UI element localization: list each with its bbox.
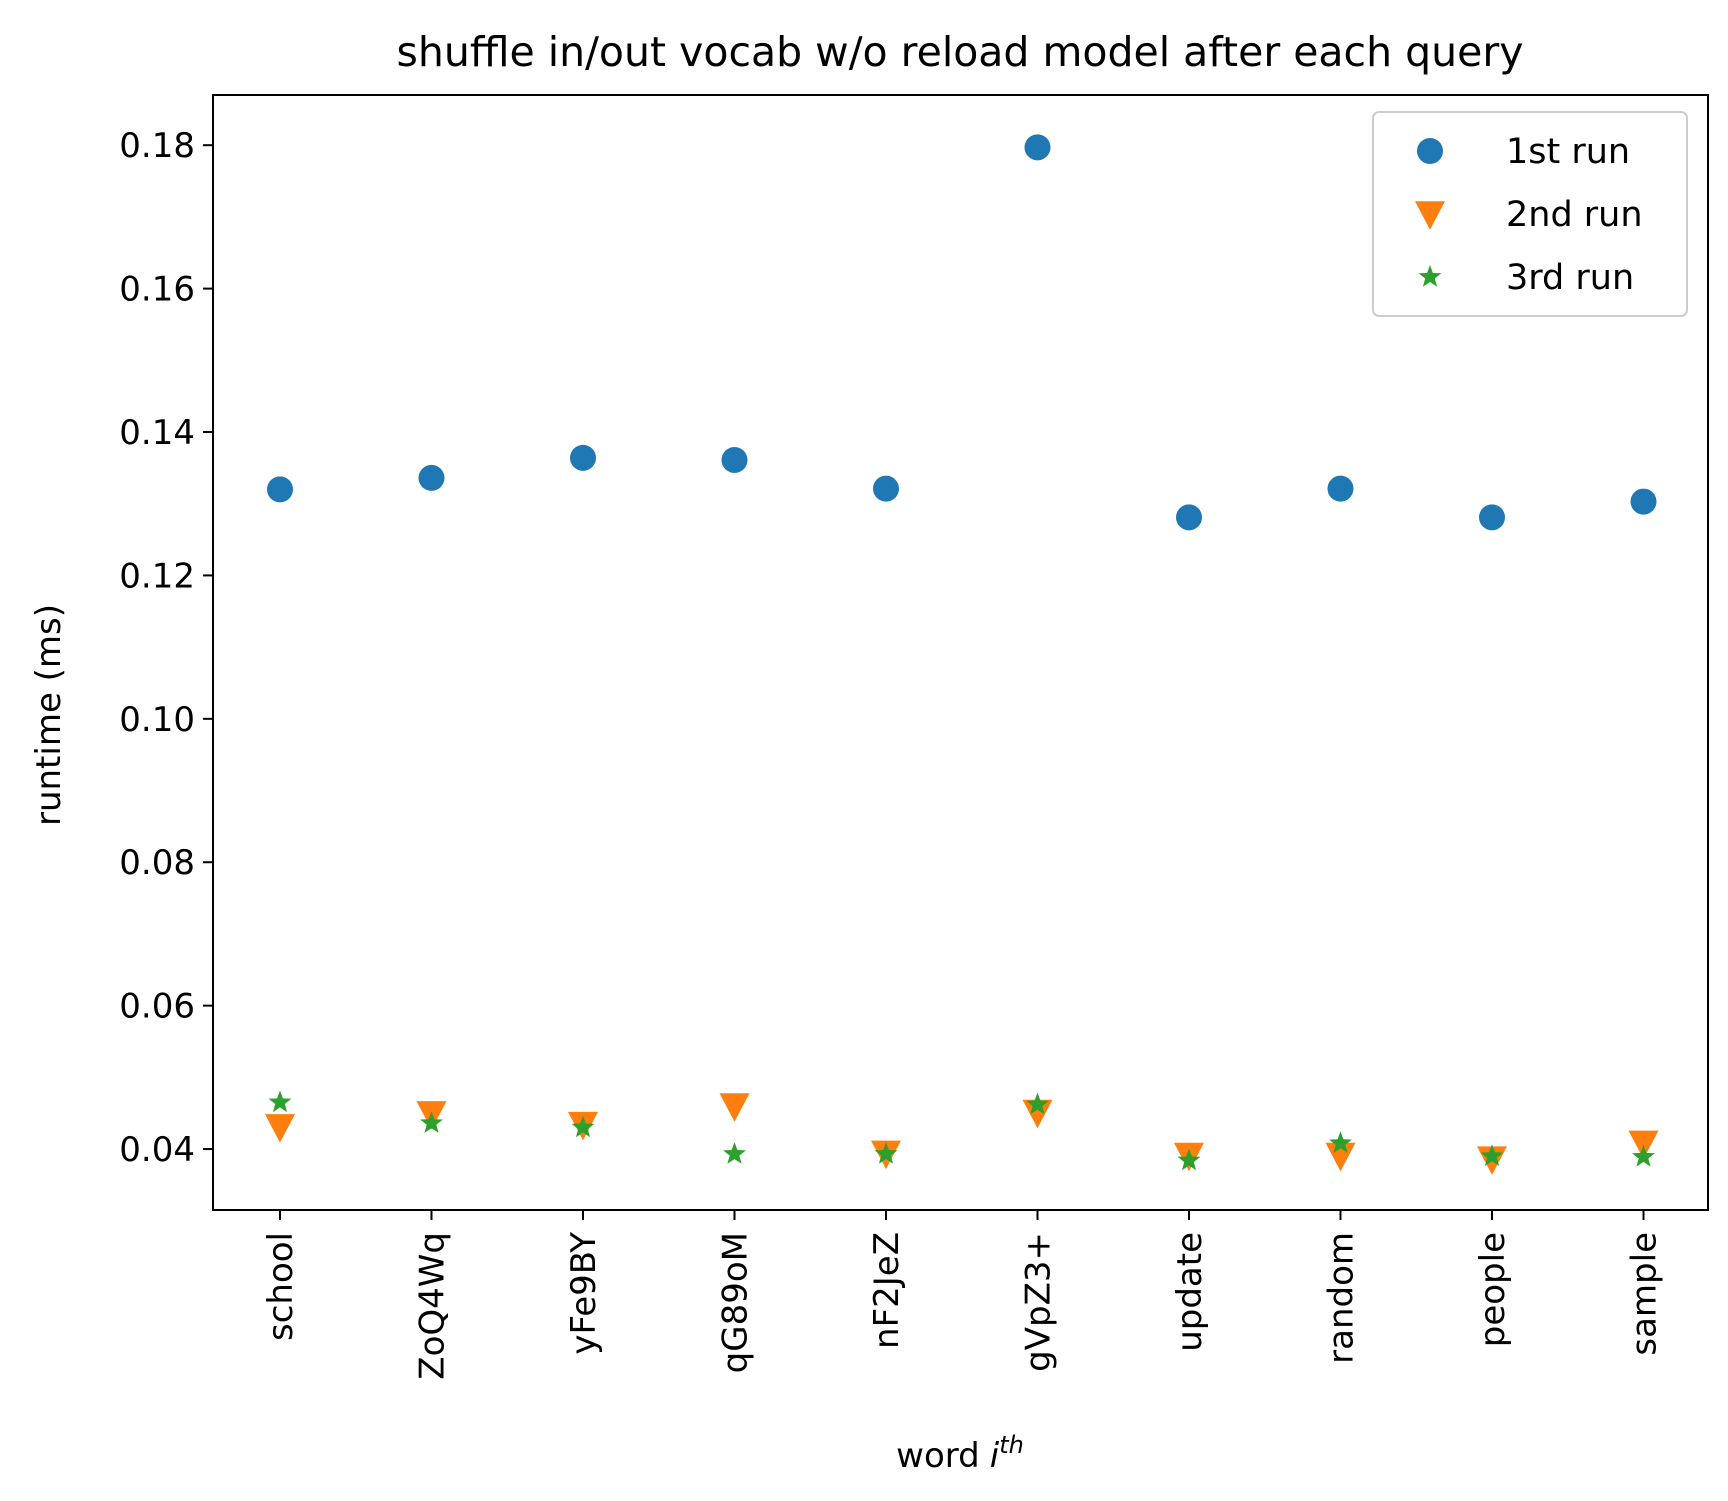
y-tick-label: 0.04 <box>119 1130 195 1170</box>
y-tick-label: 0.18 <box>119 126 195 166</box>
x-axis-label-word: word <box>896 1436 980 1476</box>
data-point <box>420 1111 443 1133</box>
y-tick-label: 0.16 <box>119 270 195 310</box>
legend: 1st run 2nd run 3rd run <box>1372 111 1688 317</box>
x-tick-label: yFe9BY <box>564 1232 604 1355</box>
y-tick-label: 0.08 <box>119 843 195 883</box>
legend-item: 2nd run <box>1415 195 1643 235</box>
data-point <box>1480 1144 1504 1166</box>
legend-item: 1st run <box>1417 132 1630 172</box>
series-2 <box>265 1093 1659 1175</box>
legend-marker <box>1418 265 1442 287</box>
y-axis-label: runtime (ms) <box>29 604 69 826</box>
x-tick-label: gVpZ3+ <box>1019 1232 1059 1372</box>
series-3 <box>268 1090 1655 1171</box>
legend-marker <box>1415 201 1445 230</box>
plot-frame <box>212 94 1709 1211</box>
y-tick-label: 0.10 <box>119 700 195 740</box>
data-point <box>1325 1142 1356 1172</box>
legend-marker <box>1417 138 1443 164</box>
data-point <box>267 476 293 503</box>
data-point <box>723 1142 746 1164</box>
data-point <box>570 444 596 471</box>
data-point <box>874 1142 898 1164</box>
series-1 <box>267 134 1657 531</box>
x-tick-label: random <box>1322 1232 1362 1364</box>
data-point <box>1632 1144 1655 1167</box>
data-point <box>1628 1130 1659 1160</box>
x-tick-label: sample <box>1625 1232 1665 1356</box>
x-tick-label: people <box>1473 1232 1513 1347</box>
data-point <box>1479 504 1505 531</box>
data-point <box>719 1093 750 1122</box>
data-point <box>1176 504 1202 531</box>
data-point <box>571 1115 595 1138</box>
data-point <box>268 1090 292 1113</box>
x-axis-label: word ith <box>896 1431 1024 1476</box>
data-point <box>1329 1131 1352 1153</box>
data-point <box>418 464 445 491</box>
data-point <box>1022 1099 1053 1129</box>
data-point <box>721 446 748 473</box>
data-point <box>1024 134 1051 161</box>
legend-box <box>1372 111 1688 317</box>
data-point <box>265 1114 295 1143</box>
legend-label: 2nd run <box>1506 195 1643 235</box>
plot-area <box>212 94 1709 1211</box>
x-tick-label: school <box>261 1232 301 1341</box>
legend-label: 1st run <box>1506 132 1630 172</box>
x-tick-label: update <box>1170 1232 1210 1352</box>
legend-label: 3rd run <box>1506 258 1634 298</box>
y-tick-label: 0.12 <box>119 556 195 596</box>
x-axis-label-math: i <box>990 1436 1000 1476</box>
x-tick-label: ZoQ4Wq <box>413 1232 453 1380</box>
data-point <box>1026 1092 1049 1115</box>
legend-item: 3rd run <box>1418 258 1634 298</box>
chart-title: shuffle in/out vocab w/o reload model af… <box>397 28 1524 76</box>
x-tick-label: qG89oM <box>716 1232 756 1373</box>
y-tick-label: 0.06 <box>119 987 195 1027</box>
data-markers <box>265 134 1659 1175</box>
y-tick-label: 0.14 <box>119 413 195 453</box>
data-point <box>873 475 899 502</box>
data-point <box>1630 488 1657 515</box>
x-axis-label-superscript: th <box>999 1431 1024 1459</box>
y-axis: 0.04 0.06 0.08 0.10 0.12 0.14 0.16 0.18 <box>119 126 213 1170</box>
data-point <box>1177 1148 1201 1171</box>
x-axis: school ZoQ4Wq yFe9BY qG89oM nF2JeZ gVpZ3+ upda… <box>261 1210 1665 1380</box>
data-point <box>1327 475 1354 502</box>
x-tick-label: nF2JeZ <box>867 1232 907 1349</box>
